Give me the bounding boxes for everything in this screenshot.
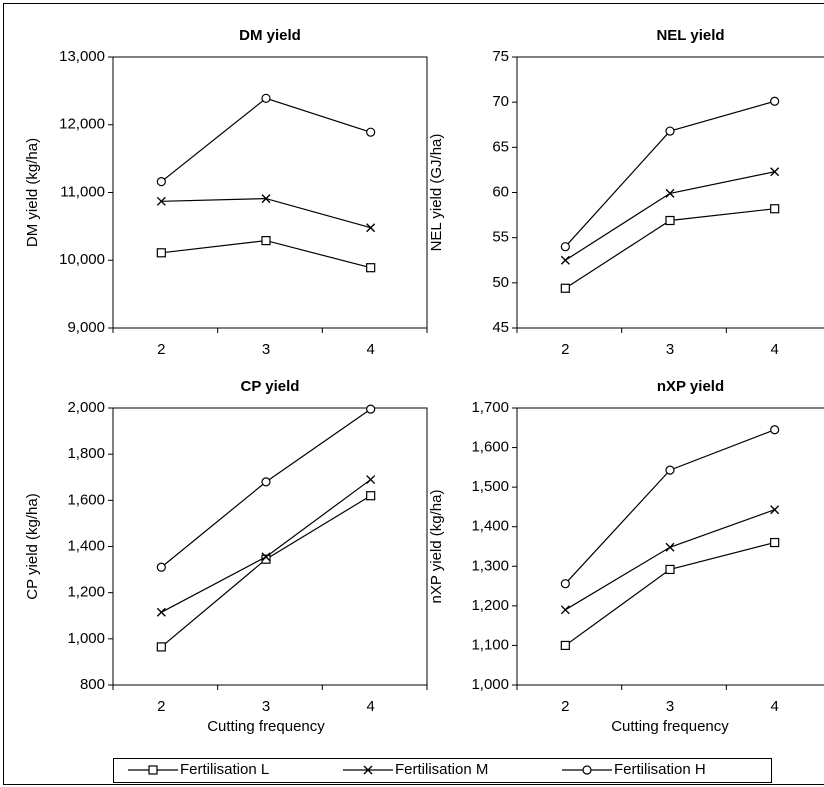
figure-border xyxy=(3,3,824,785)
y-axis-label: DM yield (kg/ha) xyxy=(24,138,41,247)
x-tick-label: 2 xyxy=(157,698,165,715)
x-tick-label: 2 xyxy=(561,698,569,715)
marker-circle xyxy=(560,579,570,589)
y-tick-label: 75 xyxy=(492,48,509,65)
x-tick-label: 2 xyxy=(157,341,165,358)
marker-circle xyxy=(770,96,780,106)
plot-area xyxy=(112,407,428,686)
marker-square xyxy=(665,215,675,226)
marker-x xyxy=(366,475,376,485)
y-tick-label: 1,800 xyxy=(67,445,105,462)
marker-x xyxy=(665,542,675,552)
marker-circle xyxy=(366,404,376,414)
y-tick-label: 1,400 xyxy=(67,537,105,554)
marker-circle xyxy=(770,425,780,435)
marker-circle xyxy=(156,562,166,572)
legend-label: Fertilisation M xyxy=(395,761,488,778)
x-tick-label: 4 xyxy=(366,698,374,715)
legend-box xyxy=(113,758,772,783)
marker-x xyxy=(770,167,780,177)
y-tick-label: 1,000 xyxy=(471,676,509,693)
marker-square xyxy=(366,491,376,501)
marker-square xyxy=(156,248,166,258)
marker-square xyxy=(770,204,780,214)
x-tick-label: 2 xyxy=(561,341,569,358)
y-tick-label: 9,000 xyxy=(67,319,105,336)
marker-square xyxy=(156,642,166,652)
y-tick-label: 11,000 xyxy=(60,183,105,200)
legend-label: Fertilisation H xyxy=(614,761,706,778)
marker-x xyxy=(261,552,271,562)
marker-square xyxy=(770,537,780,548)
x-axis-label: Cutting frequency xyxy=(207,718,325,735)
marker-circle xyxy=(665,126,675,136)
y-tick-label: 1,700 xyxy=(471,399,509,416)
legend-marker xyxy=(148,765,158,775)
marker-circle xyxy=(261,477,271,487)
y-tick-label: 1,300 xyxy=(471,557,509,574)
marker-square xyxy=(366,263,376,273)
y-tick-label: 55 xyxy=(492,229,509,246)
chart-title: DM yield xyxy=(239,27,301,44)
marker-circle xyxy=(560,242,570,252)
marker-x xyxy=(560,605,570,615)
y-tick-label: 800 xyxy=(80,676,105,693)
plot-area xyxy=(112,56,428,329)
legend-marker xyxy=(582,765,592,775)
x-tick-label: 4 xyxy=(770,698,778,715)
marker-square xyxy=(261,236,271,246)
chart-title: CP yield xyxy=(241,378,300,395)
y-tick-label: 2,000 xyxy=(67,399,105,416)
x-tick-label: 3 xyxy=(666,698,674,715)
x-tick-label: 3 xyxy=(262,698,270,715)
marker-circle xyxy=(261,93,271,103)
y-tick-label: 60 xyxy=(492,183,509,200)
y-axis-label: nXP yield (kg/ha) xyxy=(428,490,445,604)
legend-label: Fertilisation L xyxy=(180,761,269,778)
y-tick-label: 50 xyxy=(492,274,509,291)
marker-x xyxy=(770,505,780,515)
marker-x xyxy=(261,194,271,204)
marker-square xyxy=(560,283,570,293)
marker-x xyxy=(366,223,376,233)
x-tick-label: 4 xyxy=(366,341,374,358)
y-tick-label: 1,400 xyxy=(471,518,509,535)
y-tick-label: 45 xyxy=(492,319,509,336)
x-axis-label: Cutting frequency xyxy=(611,718,729,735)
y-tick-label: 10,000 xyxy=(59,251,105,268)
y-tick-label: 1,200 xyxy=(471,597,509,614)
legend-marker xyxy=(363,765,373,775)
y-tick-label: 1,600 xyxy=(67,491,105,508)
chart-title: nXP yield xyxy=(657,378,724,395)
y-tick-label: 1,500 xyxy=(471,478,509,495)
marker-x xyxy=(156,196,166,206)
y-axis-label: CP yield (kg/ha) xyxy=(24,493,41,599)
y-tick-label: 1,000 xyxy=(67,630,105,647)
marker-x xyxy=(665,188,675,198)
y-tick-label: 1,600 xyxy=(471,439,509,456)
marker-square xyxy=(665,564,675,575)
y-axis-label: NEL yield (GJ/ha) xyxy=(428,134,445,252)
y-tick-label: 1,200 xyxy=(67,584,105,601)
y-tick-label: 65 xyxy=(492,138,509,155)
marker-circle xyxy=(665,465,675,475)
chart-title: NEL yield xyxy=(656,27,724,44)
y-tick-label: 13,000 xyxy=(59,48,105,65)
marker-x xyxy=(156,607,166,617)
marker-circle xyxy=(366,127,376,137)
y-tick-label: 12,000 xyxy=(59,116,105,133)
marker-x xyxy=(560,255,570,265)
marker-square xyxy=(560,640,570,651)
y-tick-label: 1,100 xyxy=(471,636,509,653)
x-tick-label: 4 xyxy=(770,341,778,358)
y-tick-label: 70 xyxy=(492,93,509,110)
marker-circle xyxy=(156,177,166,187)
x-tick-label: 3 xyxy=(666,341,674,358)
x-tick-label: 3 xyxy=(262,341,270,358)
